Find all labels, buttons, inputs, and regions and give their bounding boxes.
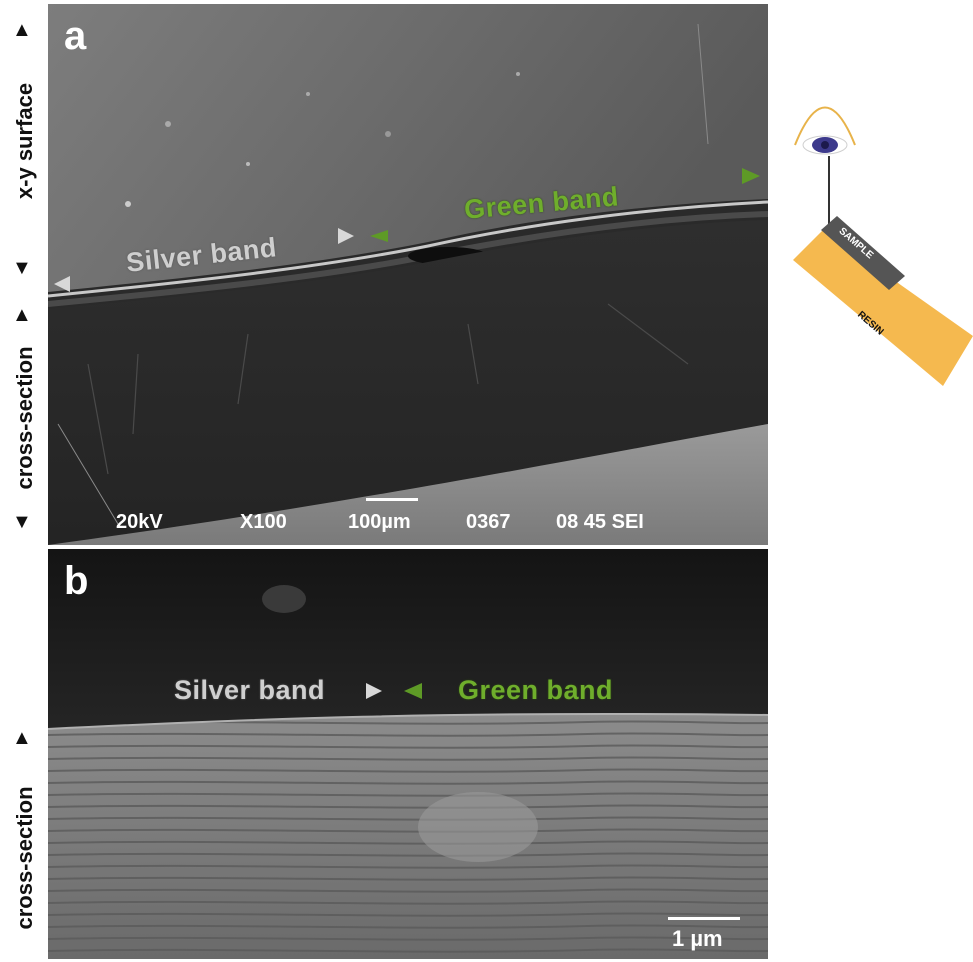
sem-image-number: 0367: [466, 511, 511, 533]
side-label-cross-section-a: cross-section: [12, 346, 37, 490]
sem-voltage: 20kV: [116, 511, 163, 533]
up-arrow-icon: ▲: [12, 304, 32, 326]
panel-letter-b: b: [64, 559, 89, 603]
silver-marker-icon: [366, 683, 382, 699]
silver-band-label-b: Silver band: [174, 675, 326, 705]
sample-strip: [821, 216, 905, 290]
schematic-drawing: [793, 106, 973, 386]
green-band-label-b: Green band: [458, 675, 614, 705]
sem-detector: 08 45 SEI: [556, 511, 644, 533]
sem-image-b: [48, 549, 768, 959]
scale-bar-a: [366, 498, 418, 501]
sem-info-bar: 20kV X100 100µm 0367 08 45 SEI: [48, 507, 768, 537]
green-marker-icon: [370, 230, 388, 242]
up-arrow-icon: ▲: [12, 19, 32, 41]
down-arrow-icon: ▼: [12, 257, 32, 279]
silver-marker-icon: [54, 276, 70, 292]
sample-orientation-schematic: SAMPLE RESIN: [775, 100, 973, 400]
green-marker-icon: [404, 683, 422, 699]
up-arrow-icon: ▲: [12, 727, 32, 749]
scale-bar-b: [668, 917, 740, 920]
down-arrow-icon: ▼: [12, 511, 32, 533]
sem-scale-label: 100µm: [348, 511, 411, 533]
scale-label-b: 1 µm: [672, 926, 723, 951]
eye-icon: [794, 106, 856, 146]
sem-image-a: [48, 4, 768, 545]
sem-panel-b: b Silver band Green band 1 µm: [48, 549, 768, 959]
side-label-cross-section-b: cross-section: [12, 786, 37, 930]
panel-letter-a: a: [64, 14, 87, 58]
silver-marker-icon: [338, 228, 354, 244]
side-label-xy-surface: x-y surface: [12, 82, 37, 200]
green-marker-icon: [742, 168, 760, 184]
sem-panel-a: a Silver band Green band 20kV X100 100µm…: [48, 4, 768, 545]
sem-magnification: X100: [240, 511, 287, 533]
resin-block: [793, 230, 973, 386]
